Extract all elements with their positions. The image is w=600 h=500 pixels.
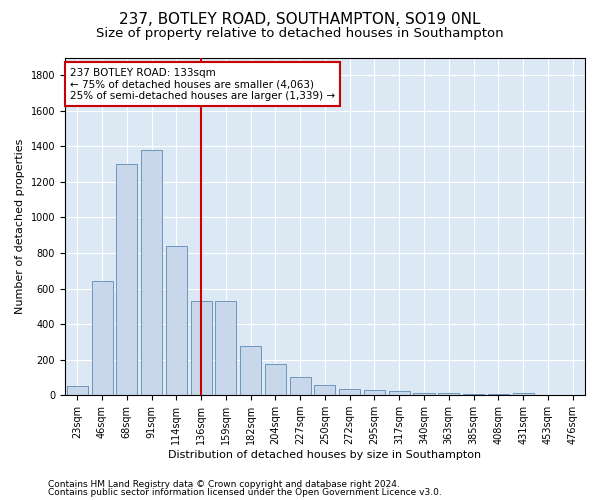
Bar: [240, 346, 261, 395]
X-axis label: Distribution of detached houses by size in Southampton: Distribution of detached houses by size …: [169, 450, 482, 460]
Bar: [413, 392, 434, 395]
Bar: [364, 390, 385, 395]
Bar: [116, 164, 137, 395]
Bar: [141, 150, 162, 395]
Bar: [290, 376, 311, 395]
Bar: [562, 394, 583, 395]
Bar: [538, 394, 559, 395]
Text: 237, BOTLEY ROAD, SOUTHAMPTON, SO19 0NL: 237, BOTLEY ROAD, SOUTHAMPTON, SO19 0NL: [119, 12, 481, 28]
Text: Size of property relative to detached houses in Southampton: Size of property relative to detached ho…: [96, 28, 504, 40]
Y-axis label: Number of detached properties: Number of detached properties: [15, 138, 25, 314]
Bar: [314, 384, 335, 395]
Bar: [191, 301, 212, 395]
Bar: [512, 393, 533, 395]
Text: 237 BOTLEY ROAD: 133sqm
← 75% of detached houses are smaller (4,063)
25% of semi: 237 BOTLEY ROAD: 133sqm ← 75% of detache…: [70, 68, 335, 101]
Bar: [463, 394, 484, 395]
Bar: [166, 246, 187, 395]
Bar: [339, 389, 360, 395]
Text: Contains HM Land Registry data © Crown copyright and database right 2024.: Contains HM Land Registry data © Crown c…: [48, 480, 400, 489]
Bar: [488, 394, 509, 395]
Text: Contains public sector information licensed under the Open Government Licence v3: Contains public sector information licen…: [48, 488, 442, 497]
Bar: [92, 282, 113, 395]
Bar: [67, 386, 88, 395]
Bar: [265, 364, 286, 395]
Bar: [438, 392, 460, 395]
Bar: [215, 301, 236, 395]
Bar: [389, 391, 410, 395]
